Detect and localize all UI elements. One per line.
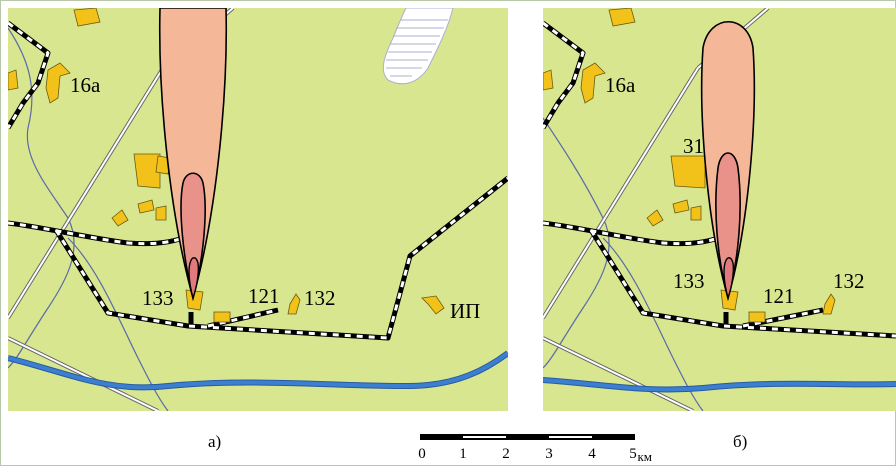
label-121: 121 (763, 284, 795, 308)
pollution-plume (700, 21, 756, 302)
scale-tick-2: 2 (502, 446, 510, 462)
caption-b: б) (733, 432, 748, 451)
scale-tick-1: 1 (459, 446, 467, 462)
plume-inner (723, 257, 735, 301)
plume-mid (180, 172, 206, 302)
lake-hatching (386, 19, 448, 77)
label-121: 121 (248, 284, 280, 308)
label-133: 133 (142, 286, 174, 310)
buildings (543, 8, 836, 323)
stream (602, 237, 704, 411)
plume-inner (188, 257, 200, 301)
stream (67, 237, 169, 411)
river (8, 351, 508, 390)
map-panel-a: 16а 133 121 132 ИП (8, 8, 508, 411)
plume-mid (715, 152, 741, 302)
label-133: 133 (673, 269, 705, 293)
scale-bar: 0 1 2 3 4 5 км (414, 434, 654, 464)
pollution-plume (158, 8, 228, 302)
label-132: 132 (304, 286, 336, 310)
label-31: 31 (683, 134, 704, 158)
scale-unit: км (637, 449, 652, 464)
land-area (8, 8, 508, 411)
river (543, 378, 896, 392)
label-16a: 16а (605, 73, 636, 97)
label-132: 132 (833, 269, 865, 293)
pipeline (543, 8, 770, 411)
map-panel-b: 16а 31 133 121 132 (543, 8, 896, 411)
plume-outer (158, 8, 228, 301)
scale-tick-3: 3 (545, 446, 553, 462)
buildings (8, 8, 445, 323)
caption-a: а) (208, 432, 222, 451)
scale-tick-4: 4 (588, 446, 596, 462)
scale-tick-0: 0 (418, 446, 426, 462)
scale-tick-5: 5 (629, 446, 637, 462)
scale-bar-segments (420, 434, 635, 440)
lake (382, 8, 454, 85)
label-16a: 16а (70, 73, 101, 97)
label-ip: ИП (450, 299, 480, 323)
